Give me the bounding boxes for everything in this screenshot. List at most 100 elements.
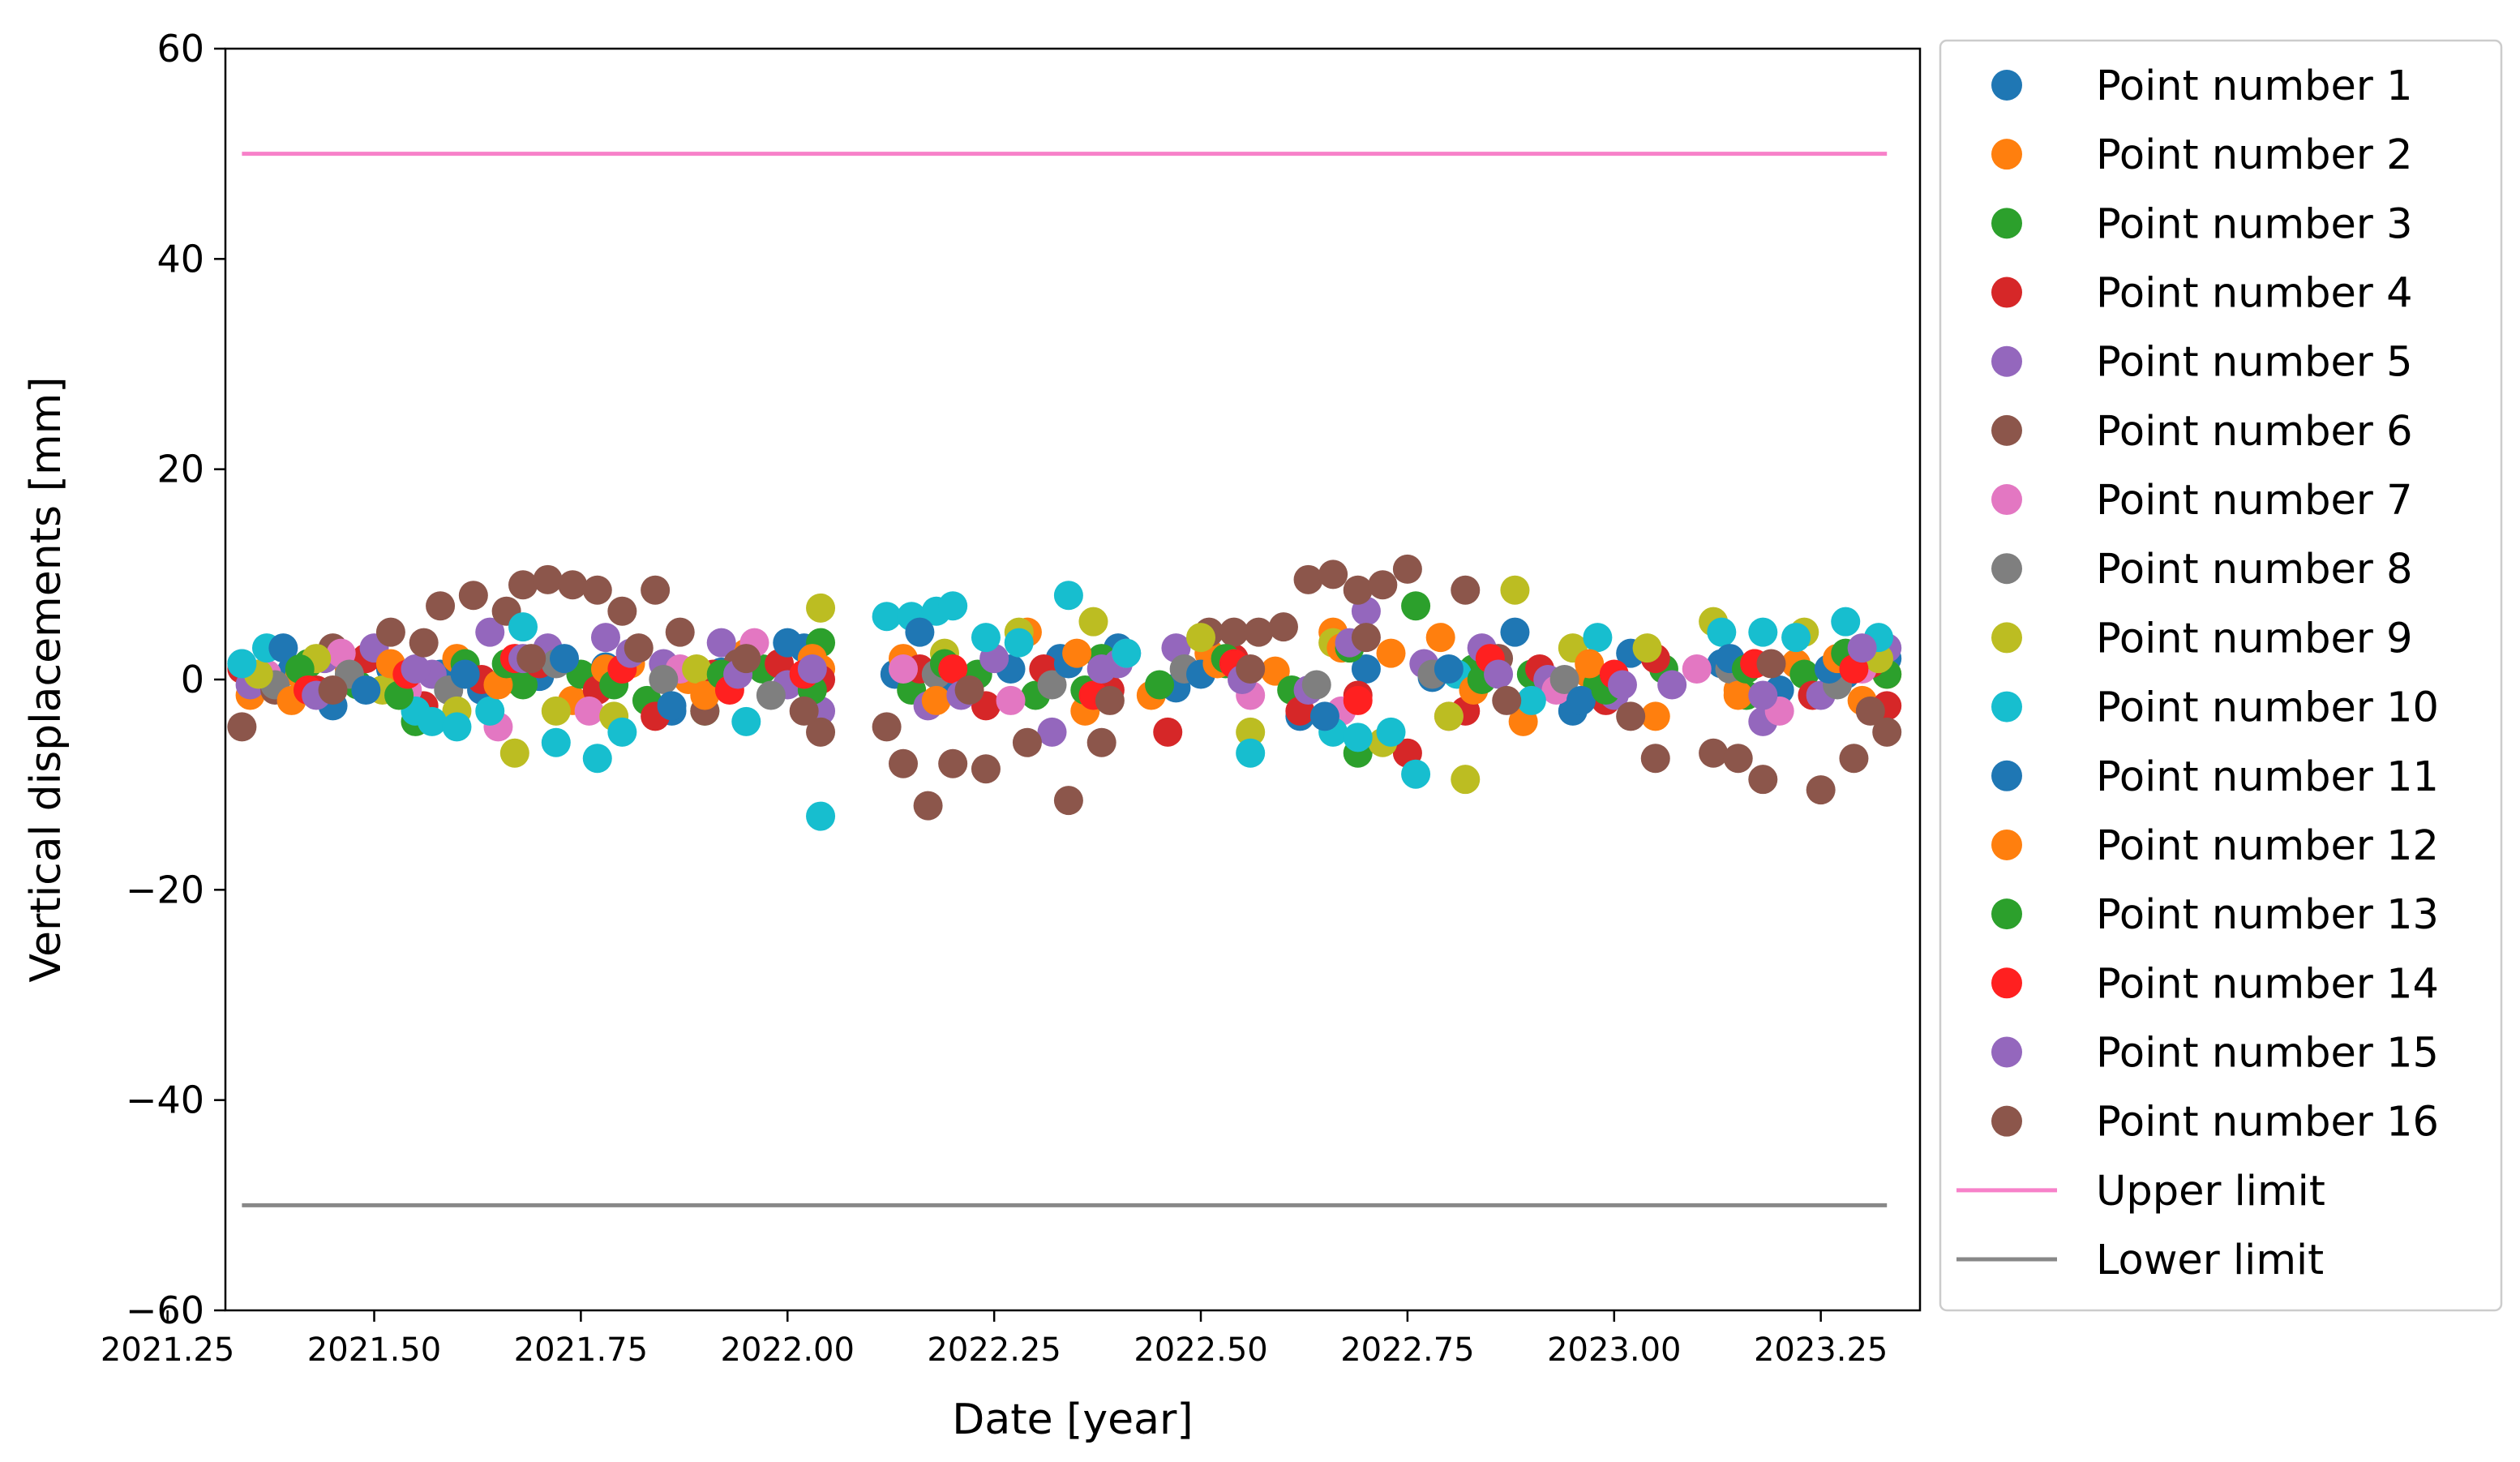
legend-marker (1991, 1105, 2022, 1137)
legend-marker (1991, 898, 2022, 930)
data-point (508, 670, 538, 700)
data-point (1186, 623, 1216, 653)
x-tick-label: 2021.50 (307, 1331, 441, 1369)
data-point (1351, 654, 1381, 684)
plot-frame (224, 47, 1922, 1312)
y-tick-label: −20 (126, 868, 204, 911)
data-point (996, 685, 1026, 715)
legend-label: Point number 15 (2096, 1029, 2439, 1077)
data-point (649, 665, 679, 694)
data-point (1293, 564, 1323, 594)
data-point (1657, 670, 1687, 700)
data-point (1748, 617, 1778, 647)
data-point (1549, 665, 1579, 694)
data-point (756, 680, 786, 710)
data-point (1095, 685, 1125, 715)
data-point (1756, 649, 1786, 679)
data-point (1847, 633, 1877, 663)
data-point (268, 633, 298, 663)
data-point (1086, 727, 1116, 757)
data-point (1425, 623, 1455, 653)
legend-label: Point number 6 (2096, 408, 2413, 456)
legend-label: Point number 12 (2096, 822, 2439, 870)
data-point (550, 644, 579, 674)
legend-marker (1991, 139, 2022, 170)
legend-marker (1991, 484, 2022, 516)
data-point (582, 575, 612, 605)
data-point (1260, 656, 1290, 686)
x-tick-label: 2021.75 (514, 1331, 648, 1369)
data-point (1309, 701, 1339, 731)
data-point (1872, 717, 1902, 747)
data-point (1236, 738, 1266, 768)
data-point (889, 654, 918, 684)
legend-label: Point number 16 (2096, 1099, 2439, 1147)
data-point (590, 623, 620, 653)
data-point (1343, 722, 1373, 752)
data-point (607, 717, 637, 747)
data-point (1484, 659, 1514, 689)
data-point (516, 644, 546, 674)
data-point (971, 623, 1001, 653)
data-point (1831, 607, 1861, 637)
data-point (1748, 765, 1778, 795)
x-tick-label: 2023.25 (1754, 1331, 1888, 1369)
data-point (938, 748, 968, 778)
data-point (533, 564, 563, 594)
data-point (657, 691, 687, 721)
data-point (1607, 670, 1637, 700)
legend: Point number 1 Point number 2 Point number… (1939, 39, 2503, 1312)
data-point (1575, 649, 1605, 679)
data-point (1451, 765, 1481, 795)
legend-label: Lower limit (2096, 1237, 2324, 1284)
data-point (797, 654, 827, 684)
data-point (1062, 638, 1092, 668)
data-point (1236, 717, 1266, 747)
y-tick-label: 60 (156, 27, 204, 71)
data-point (872, 602, 902, 632)
data-point (1053, 786, 1083, 816)
data-point (1351, 623, 1381, 653)
legend-marker (1991, 967, 2022, 999)
data-point (1640, 744, 1670, 774)
data-point (1492, 685, 1522, 715)
data-point (1839, 744, 1869, 774)
y-axis-label: Vertical displacements [mm] (22, 376, 71, 982)
data-point (1699, 738, 1729, 768)
data-point (607, 596, 637, 626)
data-point (541, 696, 571, 726)
data-point (1640, 701, 1670, 731)
legend-marker (1991, 70, 2022, 101)
data-point (475, 617, 505, 647)
data-point (641, 575, 671, 605)
data-point (442, 712, 472, 742)
legend-box (1939, 39, 2503, 1312)
legend-label: Point number 3 (2096, 200, 2413, 248)
data-point (401, 654, 431, 684)
legend-marker (1991, 414, 2022, 446)
data-point (1236, 654, 1266, 684)
legend-marker (1991, 553, 2022, 585)
legend-marker (1991, 1036, 2022, 1068)
data-point (773, 628, 803, 658)
data-point (227, 712, 257, 742)
data-point (789, 696, 819, 726)
data-point (508, 612, 538, 642)
x-tick-label: 2022.50 (1134, 1331, 1267, 1369)
data-point (417, 706, 447, 736)
y-tick-label: −40 (126, 1078, 204, 1122)
data-point (665, 617, 695, 647)
data-point (1244, 617, 1274, 647)
data-point (1434, 654, 1464, 684)
legend-label: Point number 13 (2096, 891, 2439, 939)
data-point (1434, 701, 1464, 731)
x-tick-label: 2021.25 (101, 1331, 234, 1369)
data-point (1343, 685, 1373, 715)
data-point (921, 685, 951, 715)
data-point (1037, 717, 1067, 747)
data-point (690, 680, 720, 710)
legend-label: Point number 5 (2096, 339, 2413, 387)
data-point (1632, 633, 1662, 663)
data-point (731, 644, 761, 674)
